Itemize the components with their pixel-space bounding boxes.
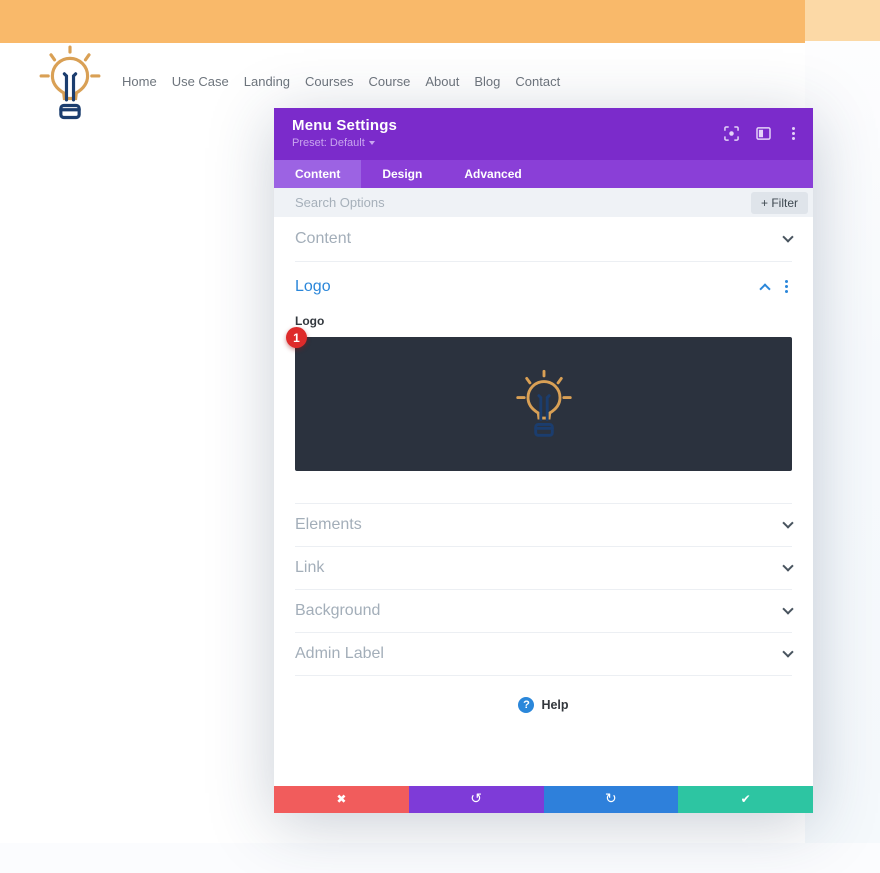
chevron-down-icon (782, 517, 794, 529)
site-top-banner (0, 0, 805, 43)
section-elements[interactable]: Elements (295, 504, 794, 547)
help-link[interactable]: ? Help (295, 697, 792, 713)
section-options-kebab-icon[interactable] (781, 280, 792, 293)
help-question-icon: ? (518, 697, 535, 713)
nav-landing[interactable]: Landing (243, 74, 291, 89)
nav-course[interactable]: Course (368, 74, 411, 89)
nav-contact[interactable]: Contact (515, 74, 561, 89)
redo-button[interactable]: ↻ (543, 786, 679, 813)
nav-home[interactable]: Home (122, 74, 157, 89)
site-nav: Home Use Case Landing Courses Course Abo… (122, 74, 560, 89)
focus-preview-icon[interactable] (724, 126, 739, 141)
caret-down-icon (368, 141, 375, 146)
step-badge: 1 (286, 327, 307, 348)
builder-right-gutter (805, 41, 880, 873)
lightbulb-logo-preview (515, 369, 572, 437)
settings-tabs: Content Design Advanced (274, 160, 813, 188)
section-admin-label[interactable]: Admin Label (295, 633, 794, 676)
settings-body: Content Logo Logo 1 (274, 217, 813, 786)
menu-settings-modal: Menu Settings Preset: Default (274, 108, 813, 813)
nav-about[interactable]: About (425, 74, 460, 89)
spacer (295, 471, 792, 504)
tab-advanced[interactable]: Advanced (464, 167, 522, 181)
nav-use-case[interactable]: Use Case (171, 74, 229, 89)
nav-blog[interactable]: Blog (474, 74, 501, 89)
section-content[interactable]: Content (295, 217, 794, 262)
modal-footer: ✖ ↺ ↻ ✔ (274, 786, 813, 813)
kebab-menu-icon[interactable] (788, 127, 799, 140)
nav-courses[interactable]: Courses (305, 74, 354, 89)
section-logo[interactable]: Logo (295, 262, 792, 311)
split-view-icon[interactable] (756, 126, 771, 141)
chevron-down-icon (782, 603, 794, 615)
section-link[interactable]: Link (295, 547, 794, 590)
discard-button[interactable]: ✖ (274, 786, 409, 813)
filter-button[interactable]: + Filter (750, 191, 808, 214)
section-background[interactable]: Background (295, 590, 794, 633)
chevron-down-icon (782, 560, 794, 572)
tab-content[interactable]: Content (274, 160, 362, 188)
site-top-banner-faded (805, 0, 880, 41)
lightbulb-logo[interactable] (34, 45, 106, 121)
logo-field-label: Logo (295, 314, 325, 328)
chevron-down-icon (782, 231, 794, 243)
builder-bottom-gutter (0, 843, 880, 873)
search-options-bar: + Filter (274, 188, 813, 217)
preset-dropdown[interactable]: Preset: Default (292, 137, 797, 149)
tab-design[interactable]: Design (382, 167, 423, 181)
modal-title: Menu Settings (292, 117, 398, 134)
modal-header: Menu Settings Preset: Default (274, 108, 813, 160)
save-button[interactable]: ✔ (678, 786, 813, 813)
chevron-up-icon (759, 282, 771, 295)
undo-button[interactable]: ↺ (408, 786, 544, 813)
logo-upload-preview[interactable]: 1 (286, 327, 792, 471)
chevron-down-icon (782, 646, 794, 658)
search-input[interactable] (295, 195, 751, 210)
